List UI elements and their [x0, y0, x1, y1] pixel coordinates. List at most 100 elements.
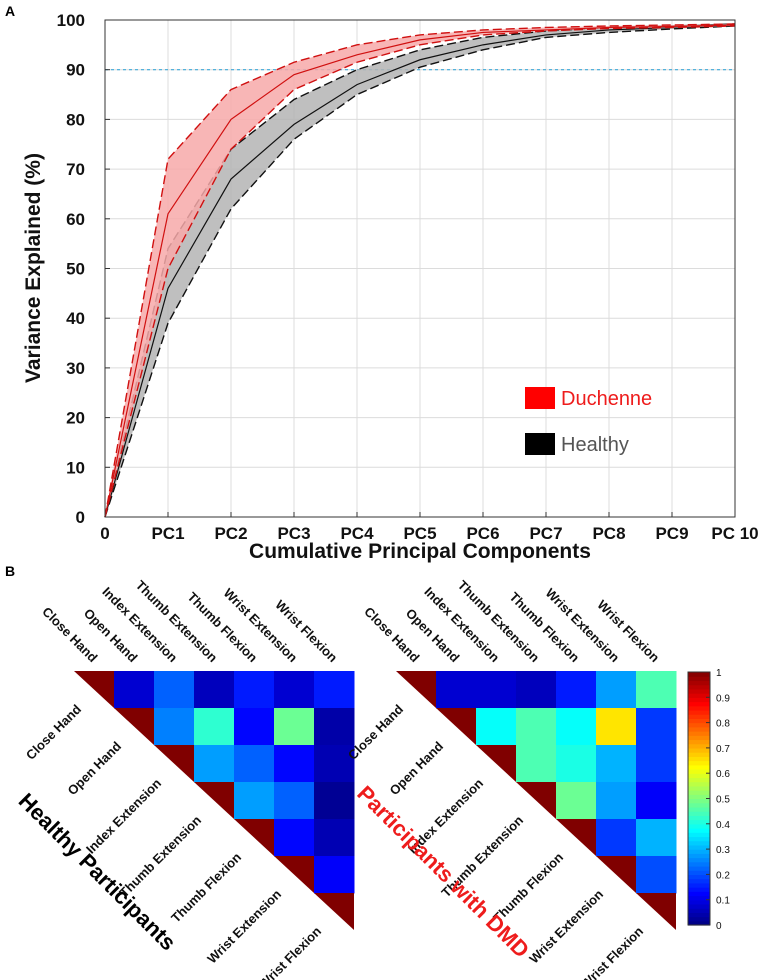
heatmap-cell	[436, 671, 477, 709]
colorbar-segment	[688, 676, 710, 682]
heatmap-diagonal-cell	[274, 856, 314, 893]
colorbar-segment	[688, 798, 710, 804]
colorbar-segment	[688, 693, 710, 698]
series-bands	[104, 23, 736, 518]
colorbar-segment	[688, 903, 710, 909]
colorbar-segment	[688, 908, 710, 913]
x-tick-label: PC7	[529, 524, 562, 543]
heatmap-cell	[314, 819, 355, 857]
heatmap-row-label: Close Hand	[23, 701, 84, 762]
legend-swatch-healthy	[525, 433, 555, 455]
heatmap-row-label: Wrist Extension	[204, 886, 284, 966]
colorbar-segment	[688, 709, 710, 715]
colorbar-segment	[688, 823, 710, 829]
colorbar-tick-label: 0.4	[716, 820, 730, 831]
colorbar-segment	[688, 916, 710, 922]
x-tick-label: PC 10	[711, 524, 758, 543]
duchenne-mean-line	[104, 24, 736, 518]
heatmap-row-label: Wrist Flexion	[578, 923, 646, 980]
colorbar-segment	[688, 857, 710, 863]
colorbar-segment	[688, 701, 710, 707]
heatmap-cell	[234, 745, 275, 783]
heatmap-diagonal-cell	[74, 671, 114, 708]
heatmap-cell	[154, 671, 195, 709]
heatmap-diagonal-cell	[476, 745, 516, 782]
colorbar-segment	[688, 764, 710, 770]
y-tick-label: 10	[66, 458, 85, 477]
heatmap-cell	[314, 745, 355, 783]
colorbar-tick-label: 0.8	[716, 719, 730, 730]
heatmap-row-label: Open Hand	[386, 738, 446, 798]
colorbar-tick-label: 0.2	[716, 870, 730, 881]
colorbar-segment	[688, 777, 710, 783]
heatmap-cell	[516, 671, 557, 709]
colorbar-segment	[688, 781, 710, 787]
colorbar-segment	[688, 731, 710, 736]
heatmap-diagonal-cell	[516, 782, 556, 819]
heatmap-row-label: Thumb Flexion	[168, 849, 244, 925]
colorbar-segment	[688, 806, 710, 812]
x-tick-label: PC1	[151, 524, 184, 543]
heatmap-column-label: Thumb Flexion	[507, 589, 583, 665]
colorbar-segment	[688, 802, 710, 808]
heatmap-cell	[596, 782, 637, 820]
heatmap-cell	[194, 708, 235, 746]
duchenne-upper-line	[104, 23, 736, 518]
colorbar-segment	[688, 878, 710, 884]
heatmap-diagonal-cell	[396, 671, 436, 708]
heatmap-cell	[596, 819, 637, 857]
colorbar-segment	[688, 887, 710, 892]
heatmap-diagonal-cell	[154, 745, 194, 782]
colorbar-segment	[688, 794, 710, 800]
healthy-band	[105, 23, 735, 517]
x-tick-label: PC6	[466, 524, 499, 543]
colorbar-segment	[688, 718, 710, 724]
heatmap-cell	[636, 856, 677, 894]
heatmap-cell	[194, 671, 235, 709]
heatmap-cell	[636, 745, 677, 783]
colorbar-segment	[688, 688, 710, 694]
heatmap-diagonal-cell	[556, 819, 596, 856]
heatmap-column-label: Wrist Extension	[543, 585, 623, 665]
y-tick-label: 70	[66, 160, 85, 179]
heatmap-cell	[596, 671, 637, 709]
healthy-lower-line	[104, 25, 736, 518]
y-tick-label: 100	[57, 11, 85, 30]
heatmap-cell	[476, 671, 517, 709]
heatmap-cell	[476, 708, 517, 746]
colorbar-segment	[688, 828, 710, 833]
heatmap-cell	[516, 708, 557, 746]
heatmap-diagonal-cell	[194, 782, 234, 819]
colorbar-segment	[688, 861, 710, 867]
colorbar-segment	[688, 726, 710, 732]
heatmap-cell	[274, 782, 315, 820]
heatmap-cell	[114, 671, 155, 709]
colorbar-segment	[688, 756, 710, 762]
colorbar-segment	[688, 739, 710, 745]
colorbar-tick-label: 0.9	[716, 693, 730, 704]
colorbar-segment	[688, 714, 710, 719]
legend-label-duchenne: Duchenne	[561, 388, 652, 410]
y-tick-label: 80	[66, 110, 85, 129]
x-axis-label: Cumulative Principal Components	[249, 540, 591, 563]
colorbar-tick-label: 0.5	[716, 795, 730, 806]
y-axis-label: Variance Explained (%)	[22, 153, 45, 383]
heatmap-column-label: Thumb Flexion	[185, 589, 261, 665]
heatmap-row-label: Index Extension	[83, 775, 164, 856]
heatmap-row-label: Open Hand	[64, 738, 124, 798]
heatmap-cell	[636, 782, 677, 820]
heatmap-row-label: Wrist Flexion	[256, 923, 324, 980]
heatmap-cell	[274, 708, 315, 746]
heatmap-cell	[636, 819, 677, 857]
x-tick-label: PC8	[592, 524, 625, 543]
heatmap-cell	[154, 708, 195, 746]
colorbar-segment	[688, 768, 710, 774]
heatmap-row-label: Wrist Extension	[526, 886, 606, 966]
heatmap-diagonal-cell	[596, 856, 636, 893]
legend-swatch-duchenne	[525, 387, 555, 409]
heatmap-cell	[234, 708, 275, 746]
x-tick-label: 0	[100, 524, 109, 543]
heatmap-cell	[314, 782, 355, 820]
x-tick-label: PC3	[277, 524, 310, 543]
